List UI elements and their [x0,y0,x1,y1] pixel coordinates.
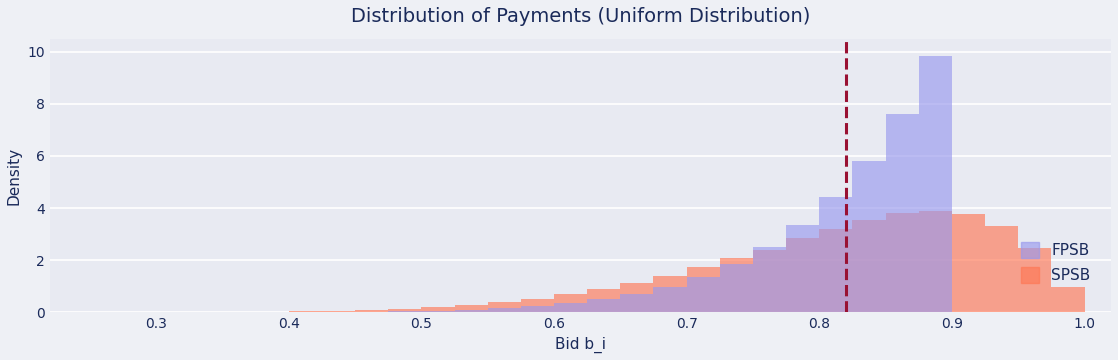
Title: Distribution of Payments (Uniform Distribution): Distribution of Payments (Uniform Distri… [351,7,811,26]
Polygon shape [0,211,1084,312]
Legend: FPSB, SPSB: FPSB, SPSB [1013,235,1098,291]
Y-axis label: Density: Density [7,147,22,204]
Polygon shape [0,56,1084,312]
X-axis label: Bid b_i: Bid b_i [555,337,606,353]
